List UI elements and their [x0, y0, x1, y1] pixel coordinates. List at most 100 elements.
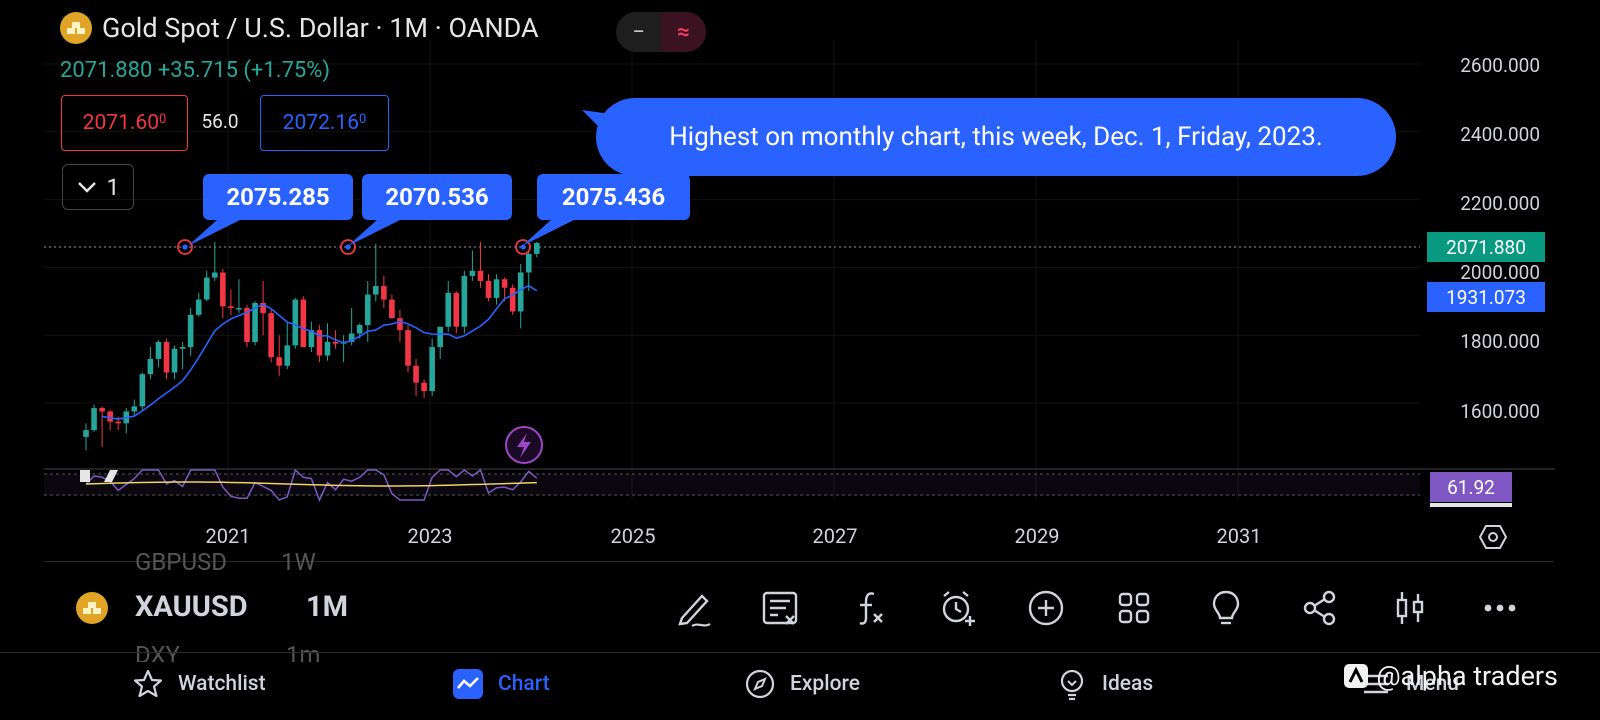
candle-body [509, 287, 516, 312]
chevron-down-icon [77, 182, 96, 193]
candle-body [534, 243, 540, 254]
candle-body [99, 408, 105, 412]
candle-body [405, 330, 411, 366]
candle-body [107, 411, 113, 422]
peak-marker[interactable] [177, 239, 193, 255]
candle-body [163, 341, 170, 373]
price-axis-label: 2000.000 [1460, 261, 1540, 284]
peak-marker[interactable] [340, 239, 356, 255]
candle-body [477, 270, 484, 281]
peak-marker[interactable] [515, 239, 531, 255]
symbol-interval[interactable]: 1M [306, 590, 349, 624]
ask-price-superscript: 0 [359, 111, 367, 127]
grid-icon[interactable] [1112, 586, 1156, 630]
chart-title[interactable]: Gold Spot / U.S. Dollar · 1M · OANDA [60, 12, 539, 44]
indicator-count: 1 [106, 173, 120, 201]
price-change-line: 2071.880 +35.715 (+1.75%) [60, 58, 330, 83]
rsi-band-fill [44, 474, 1420, 495]
time-axis-label: 2031 [1216, 524, 1262, 548]
nav-explore[interactable]: Explore [744, 668, 860, 700]
chart-settings-icon[interactable] [1478, 522, 1508, 556]
rsi-legend-swatch [80, 470, 90, 482]
candle-body [236, 308, 242, 310]
candle-body [276, 357, 282, 366]
candle-body [155, 341, 162, 359]
approx-icon[interactable]: ≈ [661, 12, 706, 52]
candle-body [268, 313, 274, 358]
candle-body [469, 270, 476, 276]
candle-body [421, 382, 427, 392]
more-icon[interactable] [1478, 586, 1522, 630]
price-axis-label: 1800.000 [1460, 330, 1540, 353]
candle-body [332, 341, 339, 344]
prev-symbol: GBPUSD [135, 552, 228, 576]
spread-value: 56.0 [201, 110, 239, 133]
peak-marker-dot [345, 244, 351, 250]
candle-body [525, 253, 532, 273]
moving-average-tag: 1931.073 [1427, 282, 1545, 312]
peak-label-3[interactable]: 2075.436 [537, 174, 690, 220]
time-axis-label: 2021 [205, 524, 251, 548]
candle-body [461, 275, 468, 327]
candle-body [381, 286, 387, 300]
candle-body [373, 286, 379, 295]
time-axis-label: 2025 [610, 524, 656, 548]
share-icon[interactable] [1298, 586, 1342, 630]
candle-body [413, 365, 419, 383]
candle-body [324, 341, 331, 356]
prev-symbol-ghost[interactable]: GBPUSD 1W [135, 552, 316, 578]
symbol-gold-icon [76, 592, 108, 624]
candle-body [171, 348, 178, 373]
price-chart[interactable] [0, 0, 1600, 560]
nav-menu-label: Menu [1406, 672, 1459, 696]
pen-icon[interactable] [672, 586, 716, 630]
bid-price: 2071.60 [82, 111, 160, 135]
candle-body [83, 430, 89, 437]
time-axis-label: 2023 [407, 524, 453, 548]
candle-body [356, 325, 363, 334]
lightbulb-icon[interactable] [1204, 586, 1248, 630]
indicators-collapse-button[interactable]: 1 [62, 164, 134, 210]
next-interval: 1m [285, 641, 321, 662]
candle-body [284, 345, 291, 366]
candle-body [244, 308, 250, 342]
nav-chart[interactable]: Chart [452, 668, 550, 700]
peak-label-1[interactable]: 2075.285 [203, 174, 353, 220]
price-axis-label: 2200.000 [1460, 192, 1540, 215]
next-symbol-ghost[interactable]: DXY 1m [135, 640, 320, 662]
price-axis-label: 2600.000 [1460, 54, 1540, 77]
candle-body [517, 272, 524, 312]
candle-body [389, 299, 395, 319]
minimize-icon[interactable]: − [632, 19, 645, 45]
moving-average-line [101, 284, 538, 420]
nav-chart-label: Chart [498, 672, 550, 696]
sell-button[interactable]: 2071.60 0 [61, 95, 188, 151]
candle-body [139, 374, 146, 407]
price-axis-label: 2400.000 [1460, 123, 1540, 146]
peak-label-2[interactable]: 2070.536 [362, 174, 512, 220]
gold-symbol-icon [60, 12, 92, 44]
symbol-name[interactable]: XAUUSD [135, 590, 248, 624]
divider [0, 652, 1600, 653]
add-circle-icon[interactable] [1024, 586, 1068, 630]
rsi-legend-swatch-2 [104, 470, 118, 482]
chart-mode-toggle[interactable]: − ≈ [616, 12, 706, 52]
nav-ideas[interactable]: Ideas [1056, 668, 1153, 700]
peak-marker-dot [520, 244, 526, 250]
note-callout[interactable]: Highest on monthly chart, this week, Dec… [596, 98, 1396, 176]
rsi-line [85, 468, 538, 502]
candle-body [212, 272, 218, 278]
notes-icon[interactable] [758, 586, 802, 630]
function-icon[interactable] [848, 586, 892, 630]
candle-body [316, 330, 323, 356]
candle-body [300, 299, 307, 348]
rsi-ma-line [85, 481, 537, 487]
candle-body [308, 330, 315, 348]
candle-body [187, 314, 194, 348]
candles-icon[interactable] [1388, 586, 1432, 630]
alarm-add-icon[interactable] [936, 586, 980, 630]
chart-title-text: Gold Spot / U.S. Dollar · 1M · OANDA [102, 12, 539, 44]
nav-menu[interactable]: Menu [1360, 668, 1459, 700]
nav-watchlist[interactable]: Watchlist [132, 668, 266, 700]
buy-button[interactable]: 2072.16 0 [260, 95, 389, 151]
